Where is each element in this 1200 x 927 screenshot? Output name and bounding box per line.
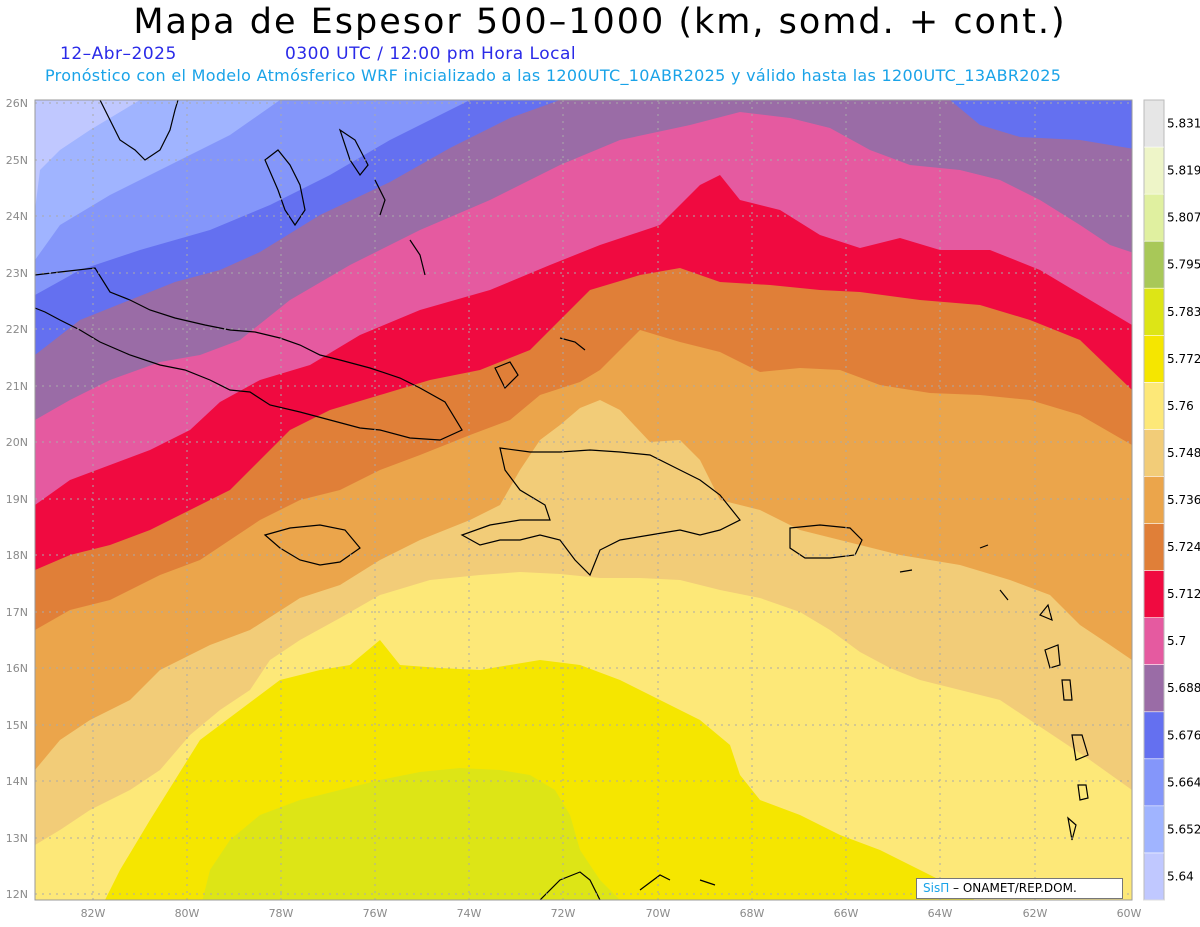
colorbar-swatch — [1144, 429, 1164, 477]
colorbar-swatch — [1144, 241, 1164, 289]
coastlines — [35, 100, 1089, 900]
lon-label: 62W — [1023, 907, 1048, 920]
credit-text: – ONAMET/REP.DOM. — [949, 881, 1077, 895]
lon-label: 64W — [928, 907, 953, 920]
colorbar-label: 5.748 — [1167, 446, 1200, 460]
colorbar-swatch — [1144, 335, 1164, 383]
lat-label: 16N — [6, 662, 28, 675]
colorbar-swatch — [1144, 852, 1164, 900]
colorbar-label: 5.712 — [1167, 587, 1200, 601]
colorbar-label: 5.7 — [1167, 634, 1186, 648]
florida-coast — [99, 100, 179, 161]
lesser-antilles-3 — [1061, 679, 1073, 701]
colorbar-swatch — [1144, 288, 1164, 336]
colorbar-swatch — [1144, 194, 1164, 242]
colorbar-label: 5.831 — [1167, 117, 1200, 131]
lon-label: 70W — [646, 907, 671, 920]
colorbar-label: 5.819 — [1167, 164, 1200, 178]
colorbar-swatch — [1144, 476, 1164, 524]
lat-label: 17N — [6, 606, 28, 619]
colorbar-swatch — [1144, 570, 1164, 618]
lon-label: 80W — [175, 907, 200, 920]
lat-label: 24N — [6, 210, 28, 223]
credit-box: SisΠ – ONAMET/REP.DOM. — [916, 878, 1123, 899]
lat-label: 13N — [6, 832, 28, 845]
lesser-antilles-4 — [1071, 734, 1089, 761]
lat-label: 14N — [6, 775, 28, 788]
map-title: Mapa de Espesor 500–1000 (km, somd. + co… — [133, 2, 1067, 42]
colorbar-swatch — [1144, 758, 1164, 806]
trinidad-coast — [1067, 816, 1077, 841]
colorbar-swatch — [1144, 382, 1164, 430]
lat-label: 19N — [6, 493, 28, 506]
lat-label: 23N — [6, 267, 28, 280]
lon-label: 82W — [81, 907, 106, 920]
colorbar-label: 5.76 — [1167, 399, 1194, 413]
colorbar-label: 5.64 — [1167, 869, 1194, 883]
hispaniola-coast — [460, 447, 741, 577]
lon-label: 74W — [457, 907, 482, 920]
thickness-bands — [35, 100, 1132, 900]
bahamas-abaco — [338, 128, 369, 177]
gridlines — [35, 100, 1132, 900]
lon-label: 72W — [551, 907, 576, 920]
colorbar-swatch — [1144, 100, 1164, 148]
forecast-date: 12–Abr–2025 — [60, 44, 177, 64]
lon-axis: 82W 80W 78W 76W 74W 72W 70W 68W 66W 64W … — [81, 907, 1142, 920]
credit-brand: SisΠ — [923, 881, 950, 895]
lon-label: 68W — [740, 907, 765, 920]
bahamas-eleuthera — [374, 179, 386, 216]
lat-label: 12N — [6, 888, 28, 901]
lat-label: 18N — [6, 549, 28, 562]
lat-axis: 26N 25N 24N 23N 22N 21N 20N 19N 18N 17N … — [6, 97, 28, 901]
colorbar-label: 5.795 — [1167, 258, 1200, 272]
venezuela-coast — [539, 871, 716, 900]
band-5783 — [202, 768, 620, 900]
lat-label: 20N — [6, 436, 28, 449]
colorbar: 5.831 5.819 5.807 5.795 5.783 5.772 5.76 5.748 5… — [1143, 99, 1200, 901]
lesser-antilles-5 — [1077, 784, 1089, 801]
virgin-islands — [899, 544, 1009, 601]
colorbar-label: 5.652 — [1167, 822, 1200, 836]
colorbar-swatch — [1144, 147, 1164, 195]
bahamas-andros — [264, 149, 306, 227]
lat-label: 22N — [6, 323, 28, 336]
tci-islands — [559, 337, 586, 351]
colorbar-label: 5.807 — [1167, 211, 1200, 225]
forecast-time: 0300 UTC / 12:00 pm Hora Local — [285, 44, 577, 64]
lon-label: 76W — [363, 907, 388, 920]
colorbar-swatch — [1144, 664, 1164, 712]
colorbar-swatch — [1144, 617, 1164, 665]
bahamas-inagua — [494, 361, 519, 390]
map-frame — [34, 99, 1133, 901]
colorbar-label: 5.736 — [1167, 493, 1200, 507]
colorbar-label: 5.772 — [1167, 352, 1200, 366]
lat-label: 26N — [6, 97, 28, 110]
cuba-coast — [35, 267, 463, 441]
colorbar-label: 5.783 — [1167, 305, 1200, 319]
lon-label: 66W — [834, 907, 859, 920]
lon-label: 78W — [269, 907, 294, 920]
forecast-description: Pronóstico con el Modelo Atmósferico WRF… — [45, 66, 1062, 85]
colorbar-swatch — [1144, 523, 1164, 571]
colorbar-swatch — [1144, 711, 1164, 759]
colorbar-label: 5.724 — [1167, 540, 1200, 554]
colorbar-label: 5.676 — [1167, 728, 1200, 742]
lat-label: 25N — [6, 154, 28, 167]
lat-label: 15N — [6, 719, 28, 732]
lesser-antilles-2 — [1044, 644, 1061, 669]
colorbar-label: 5.664 — [1167, 775, 1200, 789]
lat-label: 21N — [6, 380, 28, 393]
colorbar-swatch — [1144, 805, 1164, 853]
lon-label: 60W — [1117, 907, 1142, 920]
colorbar-label: 5.688 — [1167, 681, 1200, 695]
bahamas-long — [409, 239, 426, 276]
